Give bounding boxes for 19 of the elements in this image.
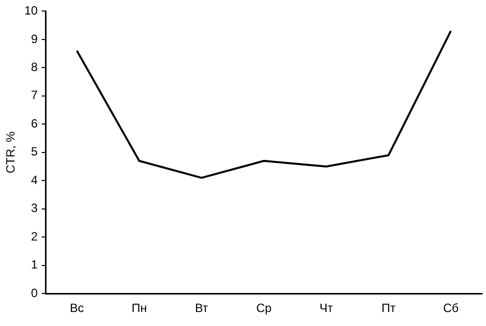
y-tick-label: 9 bbox=[31, 32, 38, 46]
x-tick-label: Вт bbox=[194, 301, 209, 316]
y-axis-title: CTR, % bbox=[4, 131, 18, 174]
x-tick-label: Сб bbox=[443, 301, 459, 316]
y-tick-label: 1 bbox=[31, 258, 38, 272]
y-tick-label: 3 bbox=[31, 201, 38, 216]
y-tick-label: 7 bbox=[31, 88, 38, 102]
y-tick-label: 10 bbox=[24, 4, 38, 18]
x-tick-label: Пн bbox=[132, 301, 147, 316]
y-tick-label: 4 bbox=[31, 172, 38, 187]
x-tick-label: Ср bbox=[256, 301, 272, 316]
y-tick-label: 2 bbox=[31, 229, 38, 244]
x-tick-label: Чт bbox=[319, 301, 334, 316]
y-tick-label: 5 bbox=[31, 144, 38, 159]
y-tick-label: 6 bbox=[31, 116, 38, 130]
x-tick-label: Вс bbox=[70, 301, 84, 316]
y-tick-label: 0 bbox=[31, 286, 38, 300]
x-tick-label: Пт bbox=[381, 301, 396, 316]
y-tick-label: 8 bbox=[31, 60, 38, 74]
